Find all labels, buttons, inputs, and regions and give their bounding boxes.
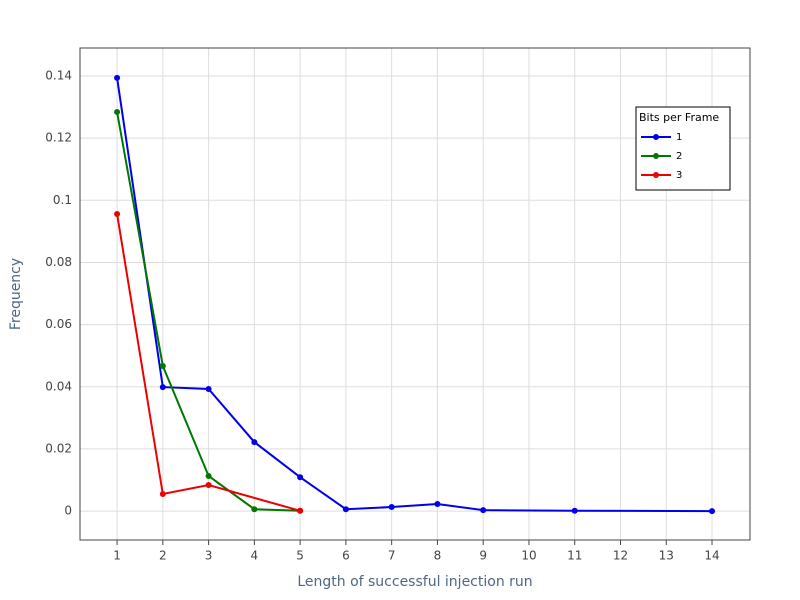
data-point: [297, 474, 304, 481]
data-point: [205, 472, 212, 479]
y-tick-label: 0.08: [45, 255, 72, 269]
data-point: [342, 506, 349, 513]
x-tick-label: 14: [704, 549, 719, 563]
data-point: [251, 506, 258, 513]
data-point: [114, 109, 121, 116]
legend-label: 1: [676, 132, 682, 143]
data-point: [251, 439, 258, 446]
x-axis-title: Length of successful injection run: [297, 574, 532, 590]
x-tick-label: 3: [205, 549, 213, 563]
data-point: [205, 481, 212, 488]
y-tick-label: 0.04: [45, 379, 72, 393]
y-tick-label: 0.06: [45, 317, 72, 331]
data-point: [388, 504, 395, 511]
data-point: [709, 508, 716, 515]
legend-label: 2: [676, 151, 682, 162]
x-tick-label: 12: [613, 549, 628, 563]
x-tick-label: 5: [296, 549, 304, 563]
y-tick-label: 0.1: [53, 193, 72, 207]
y-tick-label: 0.02: [45, 441, 72, 455]
x-tick-label: 1: [113, 549, 121, 563]
x-tick-label: 10: [521, 549, 536, 563]
data-point: [159, 491, 166, 498]
legend-title: Bits per Frame: [639, 111, 719, 124]
data-point: [434, 500, 441, 507]
x-tick-label: 2: [159, 549, 167, 563]
data-point: [297, 507, 304, 514]
x-tick-label: 7: [388, 549, 396, 563]
data-point: [480, 507, 487, 514]
x-tick-label: 11: [567, 549, 582, 563]
data-point: [159, 384, 166, 391]
legend-marker: [653, 153, 659, 159]
y-tick-label: 0.12: [45, 131, 72, 145]
data-point: [571, 507, 578, 514]
x-tick-label: 13: [659, 549, 674, 563]
legend-box: [635, 106, 731, 191]
x-tick-label: 8: [434, 549, 442, 563]
y-tick-label: 0.14: [45, 68, 72, 82]
legend-marker: [653, 172, 659, 178]
y-tick-label: 0: [64, 504, 72, 518]
legend-marker: [653, 134, 659, 140]
legend-label: 3: [676, 170, 682, 181]
plot-frame: [79, 47, 751, 541]
data-point: [114, 210, 121, 217]
data-point: [159, 362, 166, 369]
y-axis-title: Frequency: [8, 258, 24, 330]
data-point: [114, 74, 121, 81]
data-point: [205, 385, 212, 392]
x-tick-label: 4: [251, 549, 259, 563]
x-tick-label: 9: [479, 549, 487, 563]
x-tick-label: 6: [342, 549, 350, 563]
data-line: [116, 213, 301, 512]
grid: [80, 48, 750, 540]
